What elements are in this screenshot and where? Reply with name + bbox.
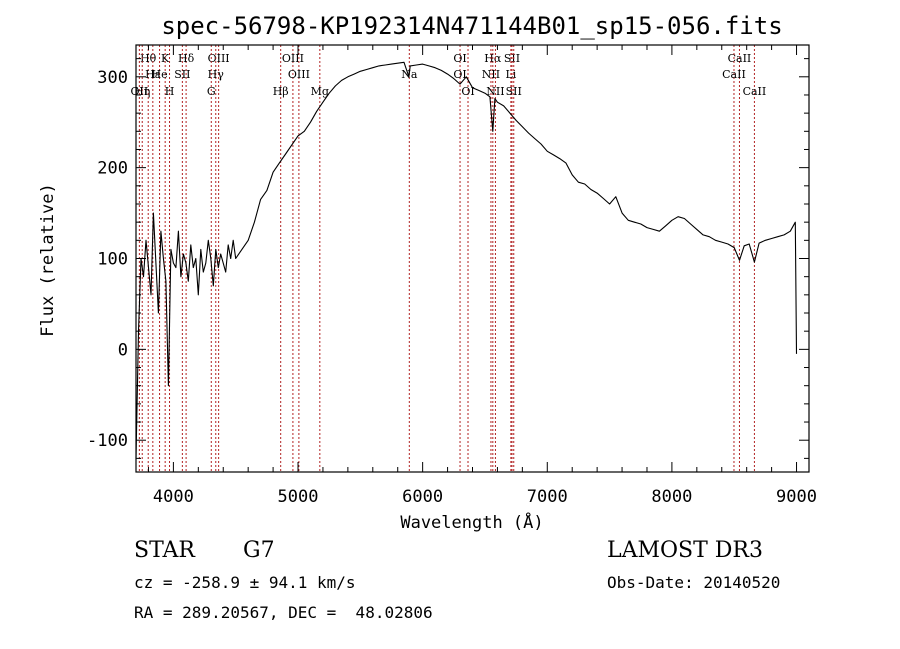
x-tick-label-6000: 6000 (402, 487, 443, 507)
line-label-bottom_row-3: G (207, 85, 216, 98)
y-tick-label--100: -100 (87, 431, 128, 451)
line-label-bottom_row-8: SII (506, 85, 522, 98)
line-label-bottom_row-9: CaII (743, 85, 767, 98)
line-label-middle_row-6: OI (453, 68, 466, 81)
line-label-top_row-2: Hδ (178, 52, 195, 65)
y-axis-label: Flux (relative) (38, 183, 58, 337)
line-label-bottom_row-7: NII (486, 85, 504, 98)
line-label-middle_row-9: CaII (722, 68, 746, 81)
y-tick-label-200: 200 (97, 159, 128, 179)
line-label-middle_row-2: SII (174, 68, 190, 81)
chart-title: spec-56798-KP192314N471144B01_sp15-056.f… (161, 12, 782, 40)
line-label-middle_row-7: NII (482, 68, 500, 81)
line-label-top_row-4: OIII (282, 52, 304, 65)
line-label-top_row-5: OI (453, 52, 466, 65)
survey-name: LAMOST DR3 (607, 538, 763, 563)
object-subclass: G7 (243, 538, 275, 563)
line-label-bottom_row-0: OII (131, 85, 149, 98)
line-label-middle_row-1: He (152, 68, 168, 81)
y-tick-label-300: 300 (97, 68, 128, 88)
line-label-top_row-8: CaII (728, 52, 752, 65)
line-label-top_row-7: SII (504, 52, 520, 65)
observation-date: Obs-Date: 20140520 (607, 573, 781, 592)
line-label-top_row-3: OIII (208, 52, 230, 65)
line-label-middle_row-4: OIII (288, 68, 310, 81)
plot-frame (135, 44, 810, 473)
line-label-middle_row-0: Hε (145, 68, 161, 81)
x-tick-label-5000: 5000 (278, 487, 319, 507)
x-axis-label: Wavelength (Å) (400, 511, 543, 533)
plot-area (135, 61, 798, 459)
line-label-bottom_row-4: Hβ (273, 85, 289, 98)
line-label-bottom_row-2: H (165, 85, 175, 98)
spectrum-series-0 (135, 61, 798, 459)
line-label-top_row-6: Hα (484, 52, 502, 65)
line-label-middle_row-8: Li (505, 68, 516, 81)
redshift-cz: cz = -258.9 ± 94.1 km/s (134, 573, 356, 592)
line-label-bottom_row-5: Mg (311, 85, 329, 98)
y-tick-label-0: 0 (118, 340, 128, 360)
line-label-top_row-1: K (161, 52, 170, 65)
line-label-middle_row-3: Hγ (208, 68, 225, 81)
axes: 4000 5000 6000 7000 8000 9000 -100 0 100 200 300 (87, 44, 817, 507)
y-tick-label-100: 100 (97, 250, 128, 270)
coordinates: RA = 289.20567, DEC = 48.02806 (134, 603, 433, 622)
object-class: STAR (134, 538, 195, 563)
x-tick-label-9000: 9000 (776, 487, 817, 507)
x-tick-label-7000: 7000 (527, 487, 568, 507)
line-label-bottom_row-6: OI (461, 85, 474, 98)
x-tick-label-4000: 4000 (153, 487, 194, 507)
x-tick-label-8000: 8000 (651, 487, 692, 507)
